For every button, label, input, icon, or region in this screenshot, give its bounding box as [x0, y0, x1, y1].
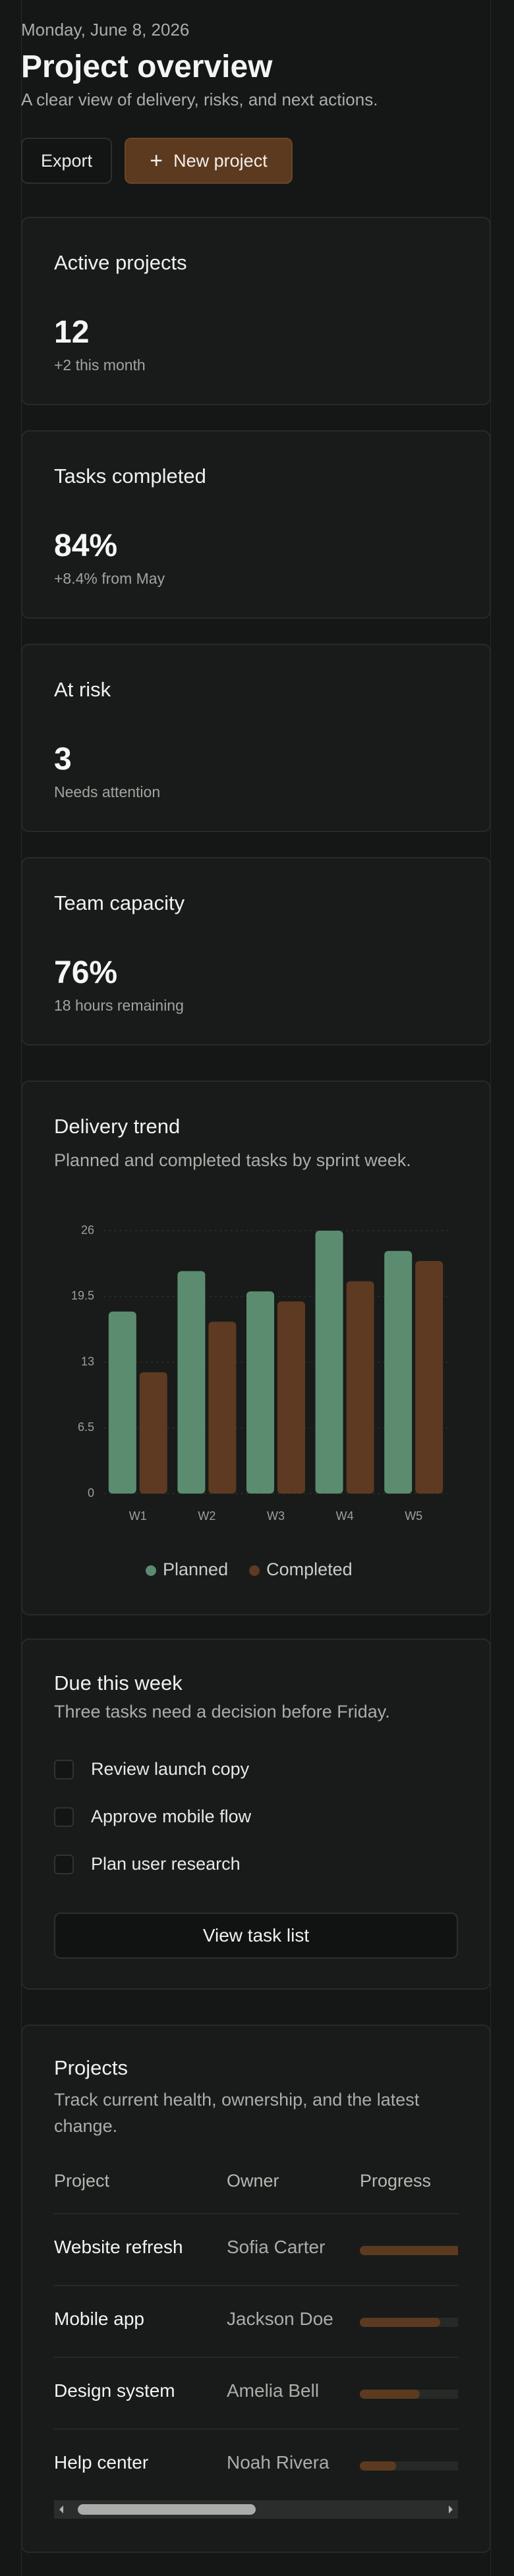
stat-card: Team capacity 76% 18 hours remaining — [21, 857, 491, 1046]
stat-note: +8.4% from May — [54, 570, 165, 587]
bar — [177, 1271, 206, 1494]
stat-label: Tasks completed — [54, 464, 206, 488]
stat-card: Tasks completed 84% +8.4% from May — [21, 430, 491, 619]
bar — [315, 1231, 343, 1494]
chart-card: Delivery trend Planned and completed tas… — [21, 1080, 491, 1615]
task-item[interactable]: Approve mobile flow — [54, 1806, 251, 1827]
bar — [108, 1311, 136, 1494]
project-name: Website refresh — [54, 2237, 183, 2257]
progress-fill — [360, 2246, 458, 2255]
stat-note: 18 hours remaining — [54, 997, 184, 1014]
column-header: Project — [54, 2171, 110, 2191]
x-tick-label: W1 — [129, 1509, 147, 1523]
task-label: Review launch copy — [91, 1759, 250, 1779]
stat-value: 84% — [54, 528, 118, 563]
bar — [415, 1261, 443, 1494]
scrollbar[interactable] — [54, 2500, 458, 2519]
progress-fill — [360, 2390, 420, 2399]
column-header: Progress — [360, 2171, 432, 2191]
projects-table: Project Owner Progress Website refresh Sofia… — [54, 2158, 458, 2502]
progress-fill — [360, 2318, 441, 2327]
x-tick-label: W4 — [336, 1509, 354, 1523]
stat-label: Active projects — [54, 251, 187, 274]
bar — [246, 1291, 274, 1494]
checkbox[interactable] — [54, 1759, 74, 1779]
project-owner: Amelia Bell — [227, 2380, 320, 2401]
y-tick-label: 19.5 — [71, 1289, 94, 1302]
bar — [277, 1301, 305, 1494]
project-owner: Sofia Carter — [227, 2237, 326, 2257]
bar — [139, 1372, 167, 1494]
table-row: Design system Amelia Bell — [54, 2357, 458, 2430]
y-tick-label: 26 — [81, 1223, 94, 1237]
table-row: Website refresh Sofia Carter — [54, 2213, 458, 2286]
column-header: Owner — [227, 2171, 279, 2191]
stat-note: Needs attention — [54, 783, 161, 800]
legend-swatch — [249, 1565, 260, 1576]
stat-note: +2 this month — [54, 356, 146, 374]
legend-label: Planned — [163, 1559, 228, 1579]
projects-subtitle: Track current health, ownership, and the… — [54, 2090, 420, 2136]
project-name: Mobile app — [54, 2309, 144, 2329]
bar — [384, 1250, 413, 1494]
project-owner: Jackson Doe — [227, 2309, 333, 2329]
task-label: Plan user research — [91, 1854, 241, 1874]
task-label: Approve mobile flow — [91, 1806, 252, 1826]
new-project-label: New project — [173, 150, 268, 171]
legend-label: Completed — [266, 1559, 353, 1579]
stat-label: At risk — [54, 678, 111, 701]
y-tick-label: 13 — [81, 1355, 94, 1368]
x-tick-label: W3 — [267, 1509, 285, 1523]
date: Monday, June 8, 2026 — [21, 20, 190, 40]
bar — [208, 1322, 237, 1494]
table-row: Mobile app Jackson Doe — [54, 2285, 458, 2358]
chart-title: Delivery trend — [54, 1115, 181, 1138]
checkbox[interactable] — [54, 1854, 74, 1874]
stat-value: 76% — [54, 955, 118, 990]
bar — [346, 1281, 374, 1494]
projects-title: Projects — [54, 2056, 128, 2079]
progress-track — [360, 2246, 458, 2255]
scroll-arrows — [59, 2506, 453, 2513]
projects-card: Projects Track current health, ownership… — [21, 2025, 491, 2553]
new-project-button[interactable]: + New project — [125, 138, 293, 184]
export-button[interactable]: Export — [21, 138, 112, 184]
checkbox[interactable] — [54, 1806, 74, 1827]
project-name: Design system — [54, 2380, 175, 2401]
x-tick-label: W5 — [405, 1509, 422, 1523]
chart-subtitle: Planned and completed tasks by sprint we… — [54, 1150, 411, 1170]
table-row: Help center Noah Rivera — [54, 2428, 458, 2502]
page-subtitle: A clear view of delivery, risks, and nex… — [21, 90, 378, 109]
y-tick-label: 6.5 — [78, 1420, 94, 1434]
progress-fill — [360, 2461, 396, 2471]
project-owner: Noah Rivera — [227, 2452, 329, 2473]
legend-swatch — [146, 1565, 156, 1576]
due-card: Due this week Three tasks need a decisio… — [21, 1638, 491, 1990]
plus-icon: + — [150, 148, 163, 173]
y-tick-label: 0 — [88, 1486, 94, 1499]
progress-track — [360, 2318, 458, 2327]
scroll-thumb[interactable] — [78, 2504, 256, 2515]
x-tick-label: W2 — [198, 1509, 215, 1523]
progress-track — [360, 2390, 458, 2399]
page-title: Project overview — [21, 49, 273, 84]
view-task-list-button[interactable]: View task list — [54, 1913, 458, 1959]
task-item[interactable]: Plan user research — [54, 1854, 241, 1874]
project-name: Help center — [54, 2452, 149, 2473]
chart: 0 6.5 13 19.5 26 W1 W2 W3 W4 W5 Planned Completed — [71, 1223, 448, 1579]
due-title: Due this week — [54, 1671, 183, 1694]
stat-card: Active projects 12 +2 this month — [21, 217, 491, 405]
stat-value: 3 — [54, 742, 72, 777]
stat-value: 12 — [54, 315, 90, 350]
due-subtitle: Three tasks need a decision before Frida… — [54, 1702, 390, 1722]
progress-track — [360, 2461, 458, 2471]
task-item[interactable]: Review launch copy — [54, 1759, 249, 1779]
stat-card: At risk 3 Needs attention — [21, 644, 491, 832]
stat-label: Team capacity — [54, 891, 185, 914]
